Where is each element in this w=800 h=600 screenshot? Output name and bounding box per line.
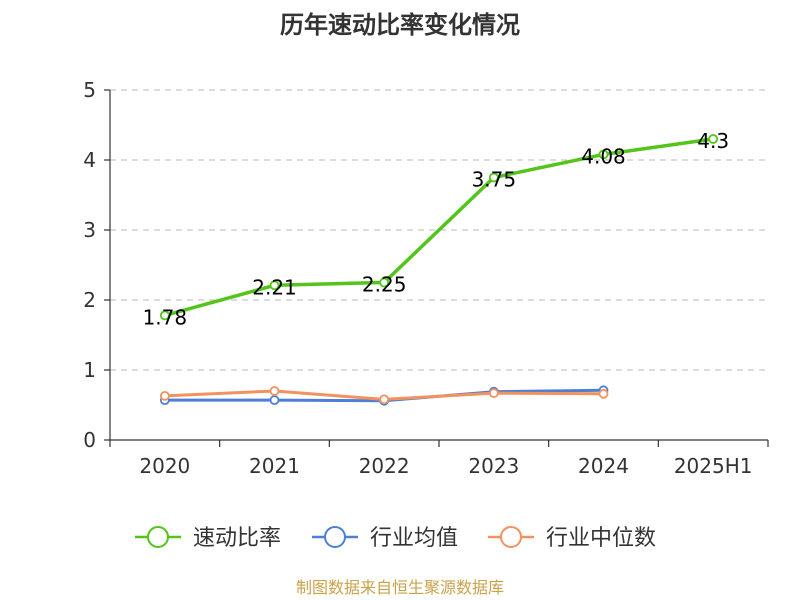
legend-marker <box>324 526 346 548</box>
data-point <box>159 390 170 401</box>
source-note: 制图数据来自恒生聚源数据库 <box>296 578 504 597</box>
legend-item-1[interactable]: 行业均值 <box>312 526 458 551</box>
legend-marker <box>500 526 522 548</box>
y-tick-label: 5 <box>83 78 96 102</box>
data-point <box>598 149 609 160</box>
y-tick-label: 2 <box>83 288 96 312</box>
x-tick-label: 2022 <box>359 454 410 478</box>
data-label: 4.08 <box>581 144 626 168</box>
series-line-0 <box>164 137 714 318</box>
x-tick-label: 2020 <box>139 454 190 478</box>
data-label: 3.75 <box>472 168 517 192</box>
legend-label: 行业中位数 <box>546 526 656 551</box>
x-tick-label: 2023 <box>468 454 519 478</box>
legend-item-0[interactable]: 速动比率 <box>135 526 281 551</box>
data-point <box>269 395 280 406</box>
chart-title: 历年速动比率变化情况 <box>280 11 520 39</box>
data-point <box>379 277 390 288</box>
axes: 0 1 2 3 4 5 2020 2021 2022 2023 2024 2025H1 <box>83 78 769 478</box>
y-tick-label: 0 <box>83 428 96 452</box>
data-label: 2.25 <box>362 273 407 297</box>
y-tick-label: 4 <box>83 148 96 172</box>
data-labels: 1.78 2.21 2.25 3.75 4.08 4.3 <box>143 129 730 329</box>
data-label: 1.78 <box>143 305 188 329</box>
legend-label: 速动比率 <box>193 526 281 551</box>
x-tick-label: 2021 <box>249 454 300 478</box>
data-point <box>269 386 280 396</box>
y-tick-label: 3 <box>83 218 96 242</box>
y-tick-label: 1 <box>83 358 96 382</box>
data-point <box>379 394 390 405</box>
data-point <box>708 134 719 144</box>
data-point <box>269 280 280 291</box>
data-point <box>488 388 499 399</box>
data-label: 4.3 <box>697 129 729 153</box>
series-group <box>159 134 719 406</box>
data-point <box>598 388 609 399</box>
legend[interactable]: 速动比率 行业均值 行业中位数 <box>135 526 656 551</box>
data-point <box>159 310 170 321</box>
data-point <box>488 172 499 183</box>
legend-marker <box>147 526 169 548</box>
legend-label: 行业均值 <box>370 526 458 551</box>
data-label: 2.21 <box>252 275 297 299</box>
x-tick-label: 2024 <box>578 454 629 478</box>
x-tick-label: 2025H1 <box>674 454 753 478</box>
legend-item-2[interactable]: 行业中位数 <box>488 526 656 551</box>
